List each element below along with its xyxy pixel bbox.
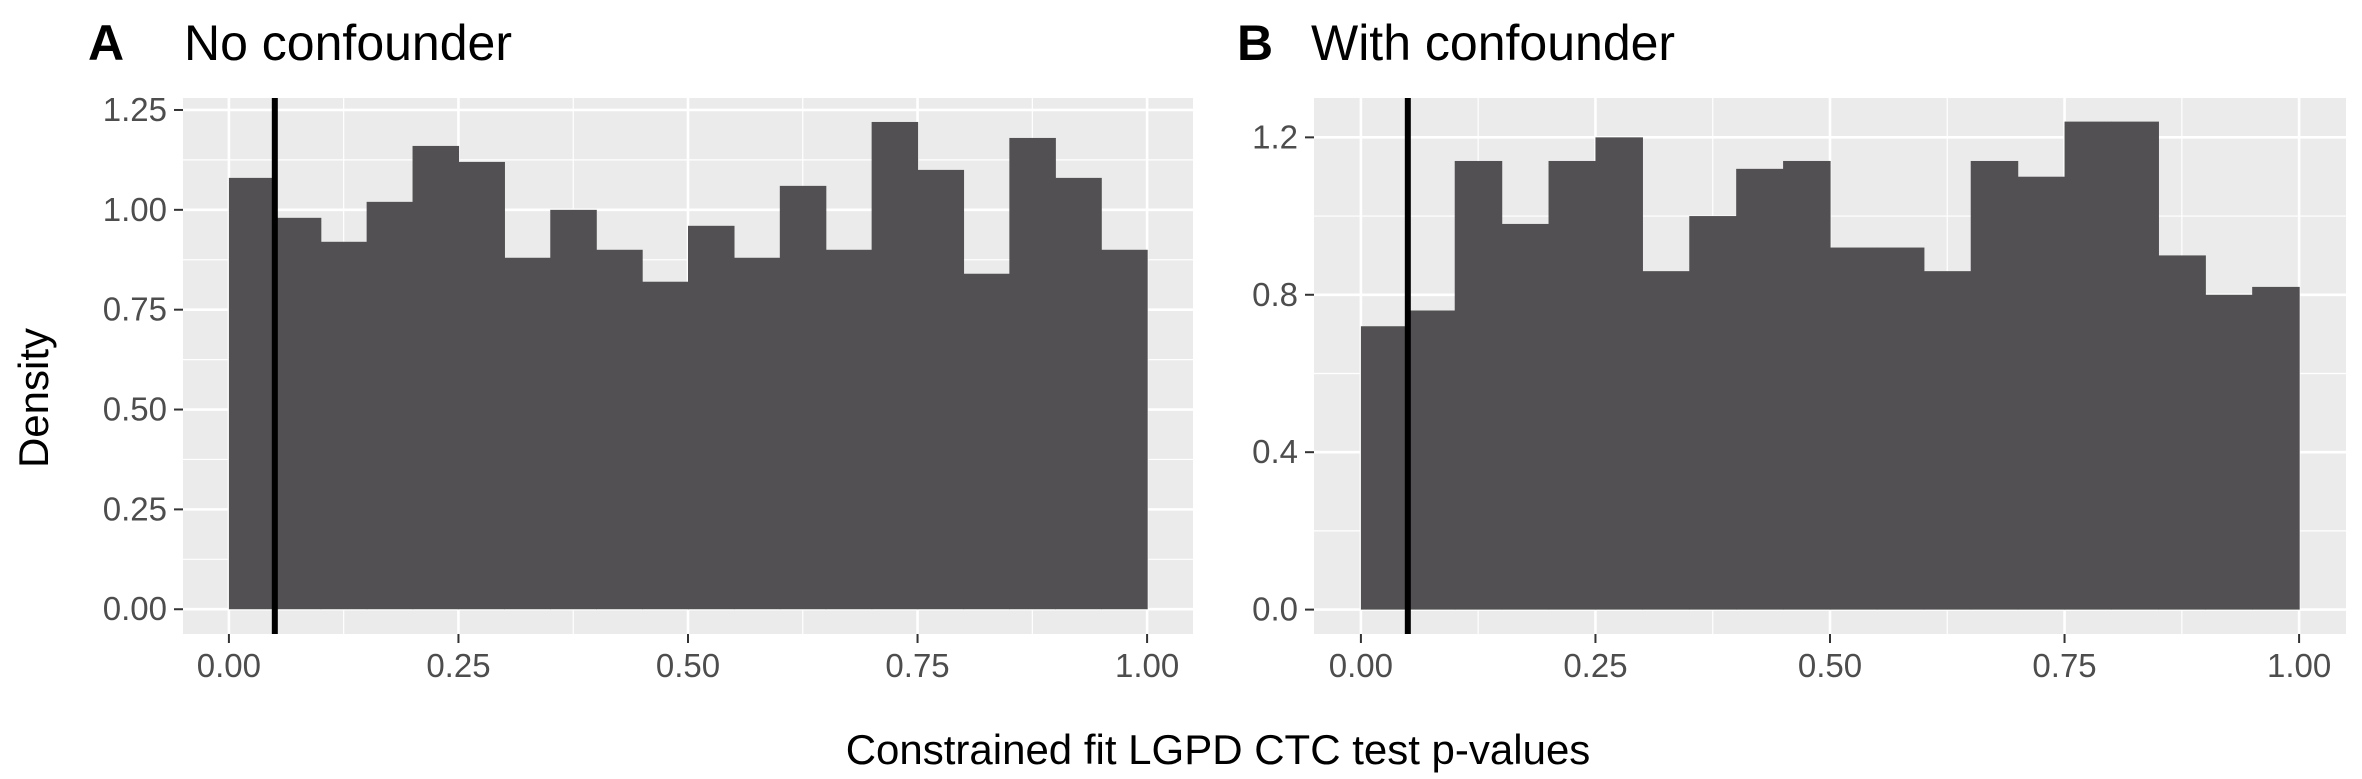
panel-a-bar [963, 273, 1010, 610]
panel-b-bar [2205, 294, 2253, 610]
panel-a-bar [1009, 137, 1056, 610]
panel-b-bar [1736, 168, 1784, 610]
panel-b-tag: B [1237, 15, 1273, 71]
panel-b-title: With confounder [1311, 15, 1675, 71]
panel-a-bar [458, 161, 505, 610]
panel-b-bar [1548, 160, 1597, 610]
panel-a-bar [596, 249, 643, 610]
panel-b-bar [2158, 255, 2206, 610]
panel-a-y-tick-label: 0.25 [103, 490, 167, 527]
panel-a-bar [1055, 177, 1102, 610]
panel-b-x-tick-label: 0.25 [1563, 647, 1627, 684]
panel-a-bar [825, 249, 873, 610]
panel-b-y-tick-label: 1.2 [1252, 118, 1298, 155]
panel-b-x-tick-label: 1.00 [2267, 647, 2331, 684]
panel-a-bar [504, 257, 551, 610]
panel-a-x-tick-label: 1.00 [1115, 647, 1179, 684]
panel-a-y-tick-label: 0.00 [103, 590, 167, 627]
panel-a-bar [733, 257, 781, 610]
panel-b-bar [2017, 176, 2066, 610]
panel-b: 0.00 0.25 0.50 0.75 1.00 0.0 0.4 0.8 1.2 B With co… [1237, 15, 2346, 684]
panel-a-bar [642, 281, 689, 610]
panel-a-x-tick-label: 0.00 [197, 647, 261, 684]
panel-a-ticks: 0.00 0.25 0.50 0.75 1.00 0.00 0.25 0.50 0.75 1.00… [103, 91, 1179, 684]
panel-b-bar [1501, 223, 1550, 610]
panel-a-y-tick-label: 1.00 [103, 191, 167, 228]
panel-b-bar [1689, 216, 1737, 610]
panel-b-bar [2252, 286, 2300, 610]
panel-a-bar [320, 241, 368, 610]
panel-b-bar [1830, 247, 1878, 610]
panel-b-x-tick-label: 0.00 [1329, 647, 1393, 684]
panel-b-y-tick-label: 0.4 [1252, 433, 1298, 470]
panel-a-title: No confounder [184, 15, 512, 71]
panel-b-bar [1454, 160, 1503, 610]
panel-a: 0.00 0.25 0.50 0.75 1.00 0.00 0.25 0.50 0.75 1.00… [88, 15, 1193, 684]
x-axis-title: Constrained fit LGPD CTC test p-values [846, 726, 1591, 773]
panel-b-bar [1783, 160, 1831, 610]
panel-b-bar [1642, 271, 1690, 610]
panel-a-bar [274, 217, 322, 610]
panel-b-bar [1876, 247, 1925, 610]
panel-a-bar [550, 209, 597, 610]
panel-b-bar [2064, 121, 2113, 610]
panel-a-tag: A [88, 15, 124, 71]
panel-a-bar [366, 201, 414, 610]
panel-b-y-tick-label: 0.0 [1252, 591, 1298, 628]
panel-a-y-tick-label: 1.25 [103, 91, 167, 128]
panel-b-bar [1595, 137, 1643, 610]
panel-b-bar [1360, 326, 1409, 610]
panel-b-bar [2111, 121, 2159, 610]
panel-b-bar [1970, 160, 2019, 610]
panel-a-bar [917, 169, 965, 610]
panel-b-bars [1360, 121, 2300, 610]
panel-b-bar [1407, 310, 1456, 610]
panel-b-y-tick-label: 0.8 [1252, 276, 1298, 313]
panel-a-bar [779, 185, 827, 610]
panel-a-x-tick-label: 0.75 [885, 647, 949, 684]
panel-a-x-tick-label: 0.50 [656, 647, 720, 684]
panel-b-x-tick-label: 0.75 [2032, 647, 2096, 684]
panel-a-y-tick-label: 0.50 [103, 391, 167, 428]
panel-a-bars [228, 121, 1148, 610]
panel-a-bar [871, 121, 919, 610]
panel-b-bar [1923, 271, 1972, 610]
panel-a-bar [412, 145, 460, 610]
y-axis-title: Density [10, 328, 57, 468]
panel-a-bar [688, 225, 735, 610]
panel-b-x-tick-label: 0.50 [1798, 647, 1862, 684]
panel-b-ticks: 0.00 0.25 0.50 0.75 1.00 0.0 0.4 0.8 1.2 [1252, 118, 2331, 684]
panel-a-x-tick-label: 0.25 [426, 647, 490, 684]
panel-a-bar [228, 177, 276, 610]
panel-a-y-tick-label: 0.75 [103, 291, 167, 328]
panel-a-bar [1101, 249, 1148, 610]
